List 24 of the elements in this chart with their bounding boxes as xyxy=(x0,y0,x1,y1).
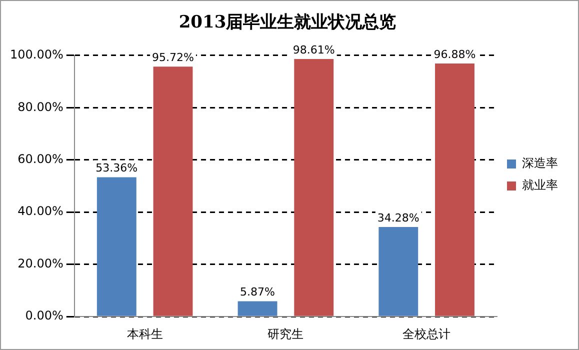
bar xyxy=(435,64,474,316)
chart-title: 2013届毕业生就业状况总览 xyxy=(178,12,396,33)
y-tick-label: 100.00% xyxy=(10,48,64,62)
x-tick-label: 全校总计 xyxy=(402,326,451,341)
y-tick-label: 80.00% xyxy=(18,100,64,114)
data-label: 98.61% xyxy=(292,43,335,56)
data-label: 53.36% xyxy=(96,162,138,175)
y-tick-label: 60.00% xyxy=(18,152,64,166)
data-label: 95.72% xyxy=(152,50,194,64)
x-tick-label: 研究生 xyxy=(268,326,304,341)
x-tick-label: 本科生 xyxy=(126,326,163,341)
y-tick-label: 40.00% xyxy=(18,204,64,218)
y-tick-label: 20.00% xyxy=(18,256,64,270)
y-tick-label: 0.00% xyxy=(25,308,64,323)
bar xyxy=(238,301,278,316)
bar xyxy=(294,59,334,316)
data-label: 96.88% xyxy=(434,48,476,61)
data-label: 34.28% xyxy=(377,211,420,224)
bar xyxy=(378,227,418,316)
data-label: 5.87% xyxy=(240,286,275,299)
bar xyxy=(153,66,193,316)
legend-label: 就业率 xyxy=(522,178,558,192)
legend-label: 深造率 xyxy=(522,156,558,170)
bar xyxy=(96,177,136,316)
